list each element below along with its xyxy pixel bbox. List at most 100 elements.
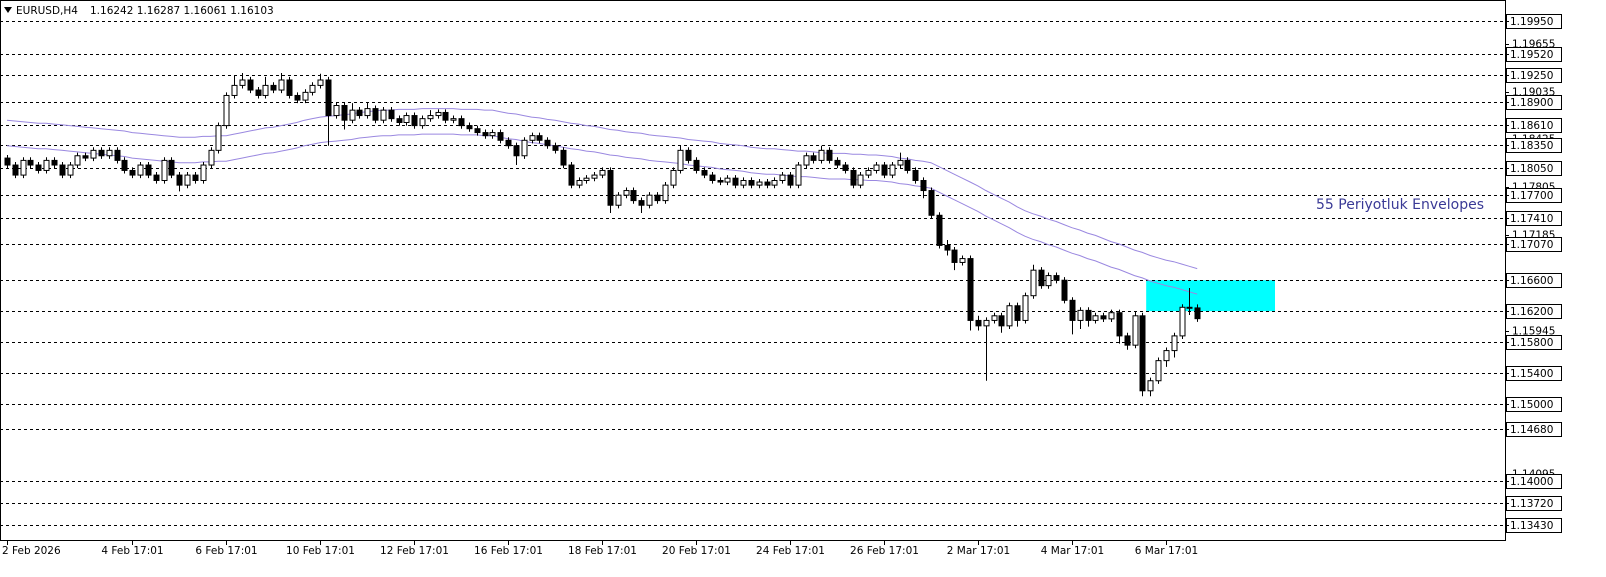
x-tick-label: 6 Feb 17:01 [195, 545, 257, 557]
level-label: 1.17410 [1510, 213, 1553, 225]
candle-body [521, 139, 528, 157]
candle-body [403, 115, 410, 124]
candle-body [1077, 309, 1084, 321]
level-label: 1.15000 [1510, 399, 1553, 411]
x-tick-label: 24 Feb 17:01 [756, 545, 825, 557]
candle-body [552, 145, 559, 151]
candle-body [176, 174, 183, 186]
candle-body [145, 164, 152, 176]
candle-body [599, 169, 606, 176]
candle-body [51, 159, 58, 166]
candle-body [82, 155, 89, 159]
candle-body [654, 194, 661, 202]
candle-body [505, 139, 512, 147]
candle-body [623, 190, 630, 196]
candle-body [208, 149, 215, 166]
plot-area [0, 21, 1505, 526]
candle-body [12, 164, 19, 176]
candle-body [740, 179, 747, 186]
candle-body [936, 214, 943, 246]
candle-body [153, 174, 160, 181]
level-label: 1.19950 [1510, 16, 1553, 28]
candle-body [489, 132, 496, 137]
candle-body [270, 84, 277, 91]
candle-body [223, 94, 230, 127]
candle-body [27, 159, 34, 166]
candle-body [889, 164, 896, 176]
candle-body [35, 164, 42, 171]
level-label: 1.18610 [1510, 120, 1553, 132]
supply-zone [1146, 280, 1275, 312]
x-tick-label: 20 Feb 17:01 [662, 545, 731, 557]
candle-body [991, 315, 998, 321]
candle-body [497, 132, 504, 141]
candle-body [239, 79, 246, 86]
candle-body [215, 125, 222, 151]
x-tick-label: 6 Mar 17:01 [1135, 545, 1198, 557]
level-label: 1.13720 [1510, 498, 1553, 510]
candle-body [904, 159, 911, 171]
candle-body [1179, 306, 1186, 337]
candle-body [536, 135, 543, 141]
candle-body [630, 190, 637, 202]
candle-body [732, 177, 739, 186]
level-label: 1.17070 [1510, 239, 1553, 251]
candle-body [419, 118, 426, 127]
candle-body [129, 169, 136, 176]
candle-body [309, 84, 316, 93]
candle-body [474, 128, 481, 134]
candle-body [693, 159, 700, 171]
candle-body [317, 79, 324, 86]
menu-arrow[interactable] [4, 7, 12, 13]
candle-body [74, 155, 81, 166]
candle-body [607, 169, 614, 206]
candle-body [842, 164, 849, 171]
candle-body [1061, 279, 1068, 301]
candle-body [638, 200, 645, 206]
candle-body [200, 164, 207, 181]
candle-body [646, 194, 653, 206]
candle-body [1053, 275, 1060, 281]
candle-body [810, 155, 817, 161]
level-label: 1.14000 [1510, 476, 1553, 488]
candle-body [341, 105, 348, 121]
candle-body [192, 174, 199, 181]
candle-body [670, 169, 677, 186]
candle-body [482, 132, 489, 137]
candle-body [717, 179, 724, 183]
indicator-label: 55 Periyotluk Envelopes [1316, 197, 1484, 213]
candle-body [286, 79, 293, 96]
candle-body [1186, 306, 1193, 309]
candle-body [959, 258, 966, 263]
level-label: 1.15400 [1510, 368, 1553, 380]
candle-body [1038, 269, 1045, 287]
candle-body [1006, 305, 1013, 327]
candle-body [372, 108, 379, 121]
candle-body [349, 109, 356, 121]
candle-body [1022, 295, 1029, 321]
candle-body [787, 174, 794, 186]
candle-body [450, 118, 457, 121]
envelope-line [6, 133, 1198, 295]
candle-body [302, 91, 309, 101]
candle-body [161, 159, 168, 181]
candle-body [435, 111, 442, 117]
quote: 1.16242 1.16287 1.16061 1.16103 [90, 5, 274, 17]
candle-body [1100, 315, 1107, 320]
candle-body [951, 249, 958, 263]
candle-body [591, 174, 598, 179]
candle-body [1108, 312, 1115, 320]
level-label: 1.19520 [1510, 49, 1553, 61]
candle-body [98, 149, 105, 157]
x-tick-label: 18 Feb 17:01 [568, 545, 637, 557]
candle-body [1014, 305, 1021, 321]
candle-body [278, 79, 285, 91]
x-tick-label: 4 Mar 17:01 [1041, 545, 1104, 557]
envelope-line [6, 108, 1198, 270]
candle-body [881, 164, 888, 176]
candle-body [529, 135, 536, 141]
x-tick-label: 2 Mar 17:01 [947, 545, 1010, 557]
candle-body [1030, 269, 1037, 297]
candle-body [701, 169, 708, 176]
